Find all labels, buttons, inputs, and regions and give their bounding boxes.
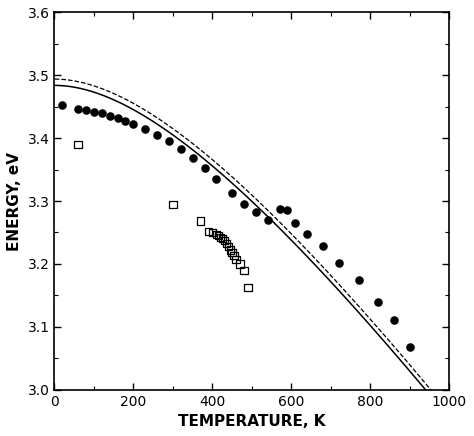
Point bbox=[215, 232, 222, 239]
Point bbox=[169, 201, 177, 208]
Point bbox=[197, 218, 204, 225]
Point bbox=[228, 249, 236, 256]
Point bbox=[240, 201, 248, 208]
Point bbox=[374, 298, 382, 305]
Point bbox=[244, 284, 252, 291]
Point bbox=[236, 260, 244, 267]
Point bbox=[177, 145, 184, 152]
Point bbox=[209, 229, 216, 236]
Point bbox=[212, 176, 220, 183]
Point bbox=[98, 109, 106, 116]
Point bbox=[227, 247, 234, 254]
Point bbox=[252, 208, 260, 215]
Point bbox=[205, 228, 212, 235]
Point bbox=[224, 243, 232, 250]
Point bbox=[303, 231, 311, 238]
Point bbox=[220, 237, 228, 244]
Point bbox=[232, 256, 240, 263]
Point bbox=[129, 121, 137, 128]
Point bbox=[276, 206, 283, 213]
Point bbox=[319, 243, 327, 250]
Point bbox=[90, 108, 98, 115]
Point bbox=[335, 259, 343, 266]
Point bbox=[355, 276, 363, 283]
Point bbox=[406, 344, 414, 351]
Point bbox=[114, 115, 121, 122]
Point bbox=[292, 220, 299, 227]
Point bbox=[74, 141, 82, 148]
Point bbox=[58, 102, 66, 109]
Point bbox=[217, 234, 224, 241]
Point bbox=[165, 138, 173, 145]
Point bbox=[219, 235, 226, 242]
Point bbox=[240, 267, 248, 274]
Point bbox=[189, 155, 196, 162]
Point bbox=[212, 231, 220, 238]
Point bbox=[153, 132, 161, 139]
Point bbox=[122, 117, 129, 124]
Point bbox=[230, 252, 238, 259]
Point bbox=[264, 216, 272, 223]
Point bbox=[106, 112, 113, 119]
X-axis label: TEMPERATURE, K: TEMPERATURE, K bbox=[178, 414, 326, 429]
Point bbox=[228, 190, 236, 197]
Point bbox=[222, 240, 230, 247]
Point bbox=[82, 106, 90, 113]
Point bbox=[391, 317, 398, 324]
Point bbox=[141, 125, 149, 132]
Point bbox=[284, 207, 292, 214]
Point bbox=[201, 165, 208, 172]
Y-axis label: ENERGY, eV: ENERGY, eV bbox=[7, 152, 22, 251]
Point bbox=[74, 105, 82, 112]
